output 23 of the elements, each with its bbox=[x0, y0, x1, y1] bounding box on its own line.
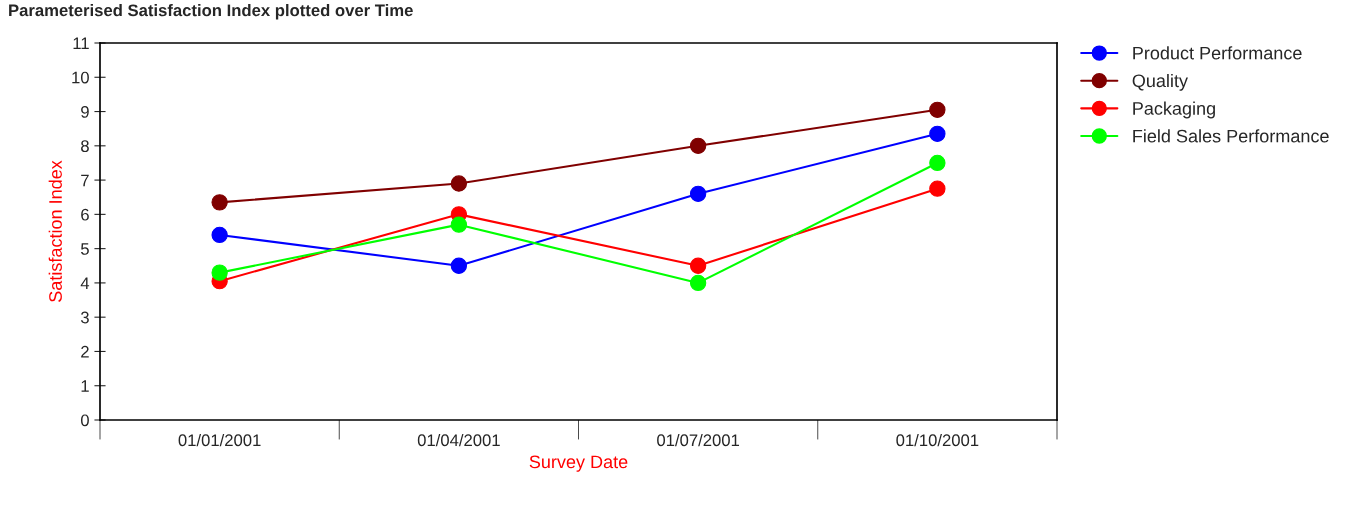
y-tick-label: 6 bbox=[81, 208, 89, 221]
y-tick-label: 7 bbox=[81, 174, 89, 187]
y-tick-label: 9 bbox=[81, 105, 89, 118]
y-axis-title: Satisfaction Index bbox=[48, 160, 62, 302]
y-tick-label: 10 bbox=[72, 71, 89, 84]
y-tick-label: 2 bbox=[81, 345, 89, 358]
y-tick-label: 1 bbox=[81, 380, 89, 392]
legend-label: Product Performance bbox=[1133, 46, 1302, 60]
y-tick-label: 11 bbox=[73, 37, 89, 50]
x-tick-label: 01/10/2001 bbox=[896, 433, 979, 447]
x-tick-label: 01/07/2001 bbox=[657, 433, 740, 447]
y-tick-label: 8 bbox=[81, 140, 89, 153]
x-axis-title: Survey Date bbox=[529, 455, 628, 472]
legend-label: Field Sales Performance bbox=[1133, 129, 1329, 143]
chart-title: Parameterised Satisfaction Index plotted over Time bbox=[9, 4, 413, 20]
x-tick-label: 01/01/2001 bbox=[178, 433, 261, 447]
x-tick-label: 01/04/2001 bbox=[417, 433, 500, 447]
y-tick-label: 0 bbox=[80, 414, 89, 427]
y-tick-label: 5 bbox=[80, 243, 89, 255]
y-tick-label: 4 bbox=[80, 277, 90, 289]
y-tick-label: 3 bbox=[80, 311, 89, 324]
legend-label: Quality bbox=[1132, 73, 1188, 91]
legend-label: Packaging bbox=[1133, 101, 1215, 119]
